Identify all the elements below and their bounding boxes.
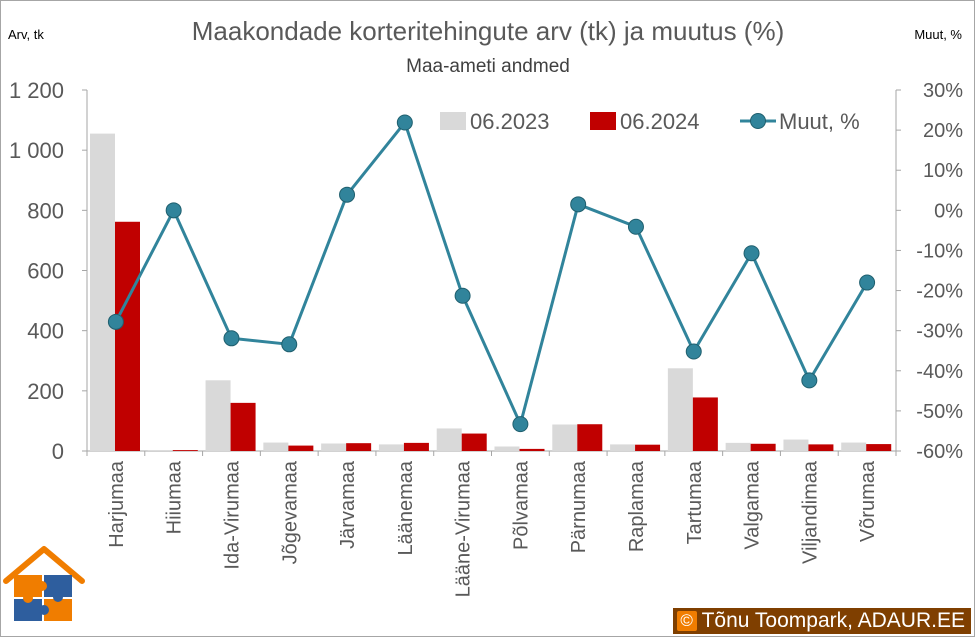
chart-subtitle: Maa-ameti andmed	[406, 56, 570, 77]
change-point	[396, 114, 413, 131]
y-tick-label: 200	[27, 379, 64, 404]
y2-tick-label: -10%	[916, 240, 963, 262]
credit-text: Tõnu Toompark, ADAUR.EE	[701, 609, 965, 632]
bar-06-2024	[519, 448, 545, 451]
bar-06-2024	[403, 442, 429, 451]
y-tick-label: 800	[27, 198, 64, 223]
change-point	[570, 196, 587, 213]
chart-title: Maakondade korteritehingute arv (tk) ja …	[192, 16, 785, 46]
x-tick-label: Läänemaa	[395, 460, 417, 555]
change-point	[223, 330, 240, 347]
bar-06-2023	[263, 442, 289, 451]
credit-badge: © Tõnu Toompark, ADAUR.EE	[672, 608, 971, 634]
bar-06-2024	[692, 397, 718, 451]
puzzle-house-icon	[3, 546, 85, 621]
legend-marker-change	[750, 113, 766, 129]
change-point	[454, 287, 471, 304]
legend-label-change: Muut, %	[779, 109, 860, 134]
y-tick-label: 600	[27, 259, 64, 284]
x-tick-label: Viljandimaa	[799, 460, 821, 564]
x-tick-label: Harjumaa	[106, 460, 128, 548]
change-line	[114, 120, 869, 426]
bar-06-2024	[750, 443, 776, 451]
y2-tick-label: -40%	[916, 361, 963, 383]
change-point	[685, 343, 702, 360]
x-tick-label: Ida-Virumaa	[221, 460, 243, 569]
bar-06-2024	[230, 402, 256, 451]
x-tick-label: Raplamaa	[626, 460, 648, 552]
x-tick-label: Jõgevamaa	[279, 460, 301, 564]
legend-label-2024: 06.2024	[620, 109, 700, 134]
bar-06-2023	[378, 444, 404, 451]
bar-06-2024	[866, 444, 892, 451]
change-point	[627, 218, 644, 235]
change-point	[743, 245, 760, 262]
x-tick-label: Pärnumaa	[568, 460, 590, 553]
bar-06-2023	[552, 424, 578, 451]
legend-swatch-2023	[440, 112, 466, 130]
bar-06-2024	[115, 221, 140, 451]
x-tick-label: Tartumaa	[684, 460, 706, 544]
copyright-symbol: ©	[676, 611, 697, 631]
bar-06-2023	[783, 439, 809, 451]
bar-06-2023	[667, 368, 693, 451]
y2-tick-label: 10%	[923, 160, 963, 182]
y2-tick-label: -20%	[916, 281, 963, 303]
y-axis-label: Arv, tk	[8, 27, 44, 42]
x-tick-label: Võrumaa	[857, 460, 879, 542]
plot-area: 0 200 400 600 800 1 000 1 200 -60% -50% -40% -30% -…	[9, 78, 963, 597]
bar-06-2023	[725, 442, 751, 451]
bar-06-2024	[808, 444, 834, 451]
y-tick-label: 1 200	[9, 78, 64, 103]
change-point	[281, 336, 298, 353]
bar-06-2024	[288, 445, 314, 451]
bar-06-2024	[577, 424, 603, 451]
change-point	[339, 186, 356, 203]
bar-06-2023	[610, 444, 636, 451]
bar-06-2024	[635, 444, 661, 451]
y2-tick-label: -30%	[916, 321, 963, 343]
y2-tick-label: 0%	[934, 200, 963, 222]
y2-tick-label: 20%	[923, 120, 963, 142]
bar-06-2023	[436, 428, 462, 451]
x-tick-label: Valgamaa	[742, 460, 764, 549]
y2-tick-label: 30%	[923, 80, 963, 102]
y2-axis-label: Muut, %	[914, 27, 962, 42]
y2-tick-label: -50%	[916, 401, 963, 423]
bar-06-2024	[346, 443, 372, 451]
change-point	[859, 274, 876, 291]
legend: 06.2023 06.2024 Muut, %	[440, 109, 860, 134]
y-tick-label: 400	[27, 319, 64, 344]
change-point	[801, 372, 818, 389]
bar-06-2023	[321, 443, 347, 451]
x-tick-label: Järvamaa	[337, 460, 359, 549]
y2-tick-label: -60%	[916, 441, 963, 463]
change-point	[165, 202, 182, 219]
bar-06-2023	[147, 450, 173, 451]
bar-06-2023	[494, 446, 520, 451]
change-point	[107, 313, 124, 330]
change-point	[512, 416, 529, 433]
bar-06-2024	[461, 433, 487, 451]
legend-label-2023: 06.2023	[470, 109, 550, 134]
x-tick-label: Lääne-Virumaa	[453, 460, 475, 597]
y-tick-label: 0	[52, 439, 64, 464]
bar-06-2024	[172, 450, 198, 451]
bar-06-2023	[90, 133, 115, 451]
bar-06-2023	[841, 442, 867, 451]
bar-06-2023	[205, 380, 231, 451]
y-tick-label: 1 000	[9, 138, 64, 163]
x-tick-label: Põlvamaa	[510, 460, 532, 550]
legend-swatch-2024	[590, 112, 616, 130]
x-tick-label: Hiiumaa	[164, 460, 186, 534]
